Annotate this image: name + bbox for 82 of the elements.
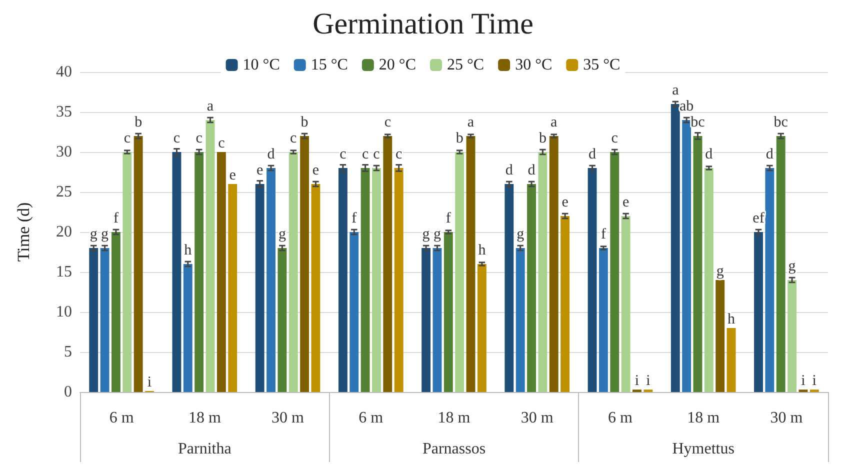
x-tick-label: 30 m (272, 410, 305, 426)
data-label: d (505, 162, 514, 178)
data-label: b (538, 130, 546, 146)
data-label: b (300, 114, 308, 130)
data-label: ab (679, 98, 694, 114)
y-tick-label: 30 (56, 144, 72, 160)
data-label: f (446, 210, 451, 226)
data-label: c (373, 146, 380, 162)
y-tick-label: 10 (56, 304, 72, 320)
data-label: c (340, 146, 347, 162)
data-label: d (705, 146, 714, 162)
data-label: d (588, 146, 597, 162)
legend-label: 15 °C (310, 56, 348, 74)
legend-label: 35 °C (583, 56, 620, 74)
text: Parnassos (422, 440, 486, 458)
data-label: b (134, 114, 142, 130)
x-tick-label: 18 m (687, 410, 720, 426)
data-label: a (550, 114, 558, 130)
data-label: c (384, 114, 392, 130)
data-label: e (622, 194, 630, 210)
x-tick-label: 18 m (438, 410, 471, 426)
data-label: g (433, 226, 442, 242)
y-tick-label: 35 (56, 104, 72, 120)
data-label: c (395, 146, 402, 162)
y-tick-label: 20 (56, 224, 72, 240)
data-label: f (113, 210, 118, 226)
data-label: h (478, 242, 486, 258)
data-label: a (467, 114, 474, 130)
data-label: a (206, 98, 214, 114)
data-label: g (90, 226, 98, 242)
data-label: g (516, 226, 525, 242)
data-label: i (646, 373, 650, 390)
data-label: g (716, 264, 724, 280)
data-label: c (218, 136, 226, 152)
data-label: d (766, 146, 774, 162)
data-label: g (101, 226, 110, 242)
data-label: a (672, 82, 680, 98)
data-label: e (562, 194, 569, 210)
data-label: c (290, 130, 298, 146)
data-label: h (728, 312, 736, 328)
data-label: g (788, 258, 796, 274)
legend-label: 10 °C (242, 56, 280, 74)
y-tick-label: 25 (56, 184, 72, 200)
legend-label: 20 °C (378, 56, 416, 74)
data-label: c (611, 130, 618, 146)
text: Parnitha (178, 440, 232, 458)
y-axis-title: Time (d) (14, 202, 33, 262)
y-tick-label: 15 (56, 264, 72, 280)
data-label: c (124, 130, 131, 146)
y-tick-label: 5 (64, 344, 72, 360)
data-label: e (229, 168, 236, 184)
data-label: f (600, 226, 606, 242)
legend-label: 25 °C (447, 56, 484, 74)
x-tick-label: 6 m (608, 410, 633, 426)
data-label: c (362, 146, 369, 162)
data-label: d (267, 146, 276, 162)
data-label: c (196, 130, 203, 146)
x-tick-label: 18 m (188, 410, 222, 426)
data-label: h (184, 242, 192, 258)
text: Hymettus (672, 440, 734, 458)
x-tick-label: 30 m (770, 410, 804, 426)
x-tick-label: 6 m (358, 410, 384, 426)
data-label: ef (752, 210, 764, 226)
y-tick-label: 40 (56, 64, 72, 80)
data-label: g (278, 226, 286, 242)
data-label: i (801, 373, 806, 390)
data-label: f (352, 210, 357, 226)
y-tick-label: 0 (64, 384, 72, 400)
data-label: g (422, 226, 430, 242)
chart-title: Germination Time (312, 8, 534, 40)
x-tick-label: 6 m (109, 410, 134, 426)
data-label: e (256, 162, 264, 178)
x-tick-label: 30 m (520, 410, 554, 426)
data-label: i (147, 374, 152, 390)
legend-label: 30 °C (515, 56, 552, 74)
data-label: c (173, 130, 180, 146)
data-label: e (312, 162, 320, 178)
data-label: b (456, 130, 464, 146)
data-label: i (812, 373, 816, 390)
data-label: d (528, 162, 536, 178)
data-label: bc (774, 114, 788, 130)
data-label: i (634, 373, 640, 390)
